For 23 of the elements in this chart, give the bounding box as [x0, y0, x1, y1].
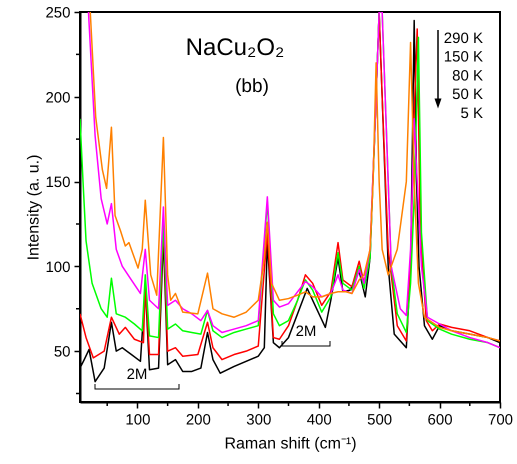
y-tick-label: 150 — [45, 174, 70, 192]
x-tick-label: 500 — [367, 412, 392, 428]
text: (bb) — [235, 76, 269, 97]
annotation: 50 K — [452, 86, 483, 104]
x-tick-label: 200 — [186, 412, 211, 428]
annotation: 2M — [126, 366, 148, 383]
x-tick-label: 700 — [488, 412, 514, 428]
text: NaCu₂O₂ — [186, 34, 284, 61]
x-tick-label: 100 — [125, 412, 150, 428]
annotation: 150 K — [444, 48, 483, 66]
x-tick-label: 400 — [306, 412, 332, 428]
y-tick-label: 50 — [54, 344, 70, 361]
y-tick-label: 200 — [45, 89, 70, 106]
x-tick-label: 600 — [428, 412, 453, 428]
annotation: 80 K — [452, 67, 483, 84]
annotation: 2M — [296, 323, 316, 340]
y-tick-label: 250 — [45, 4, 70, 22]
annotation: 5 K — [460, 104, 483, 122]
annotation: 290 K — [444, 30, 483, 47]
x-tick-label: 300 — [246, 412, 272, 428]
y-tick-label: 100 — [45, 258, 70, 276]
x-axis-title: Raman shift (cm⁻¹) — [224, 436, 357, 452]
y-axis-title: Intensity (a. u.) — [25, 154, 42, 260]
